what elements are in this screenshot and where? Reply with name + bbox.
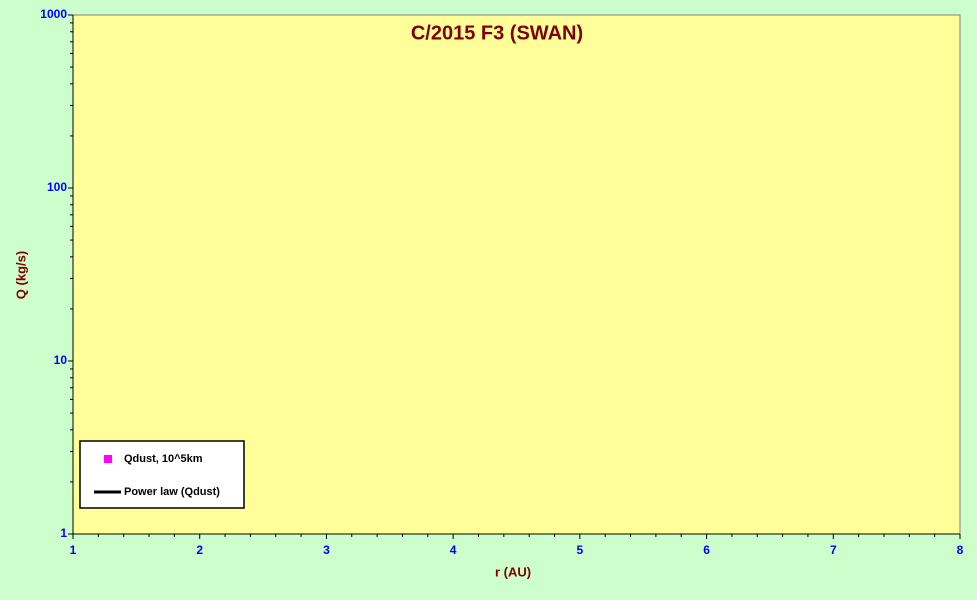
x-tick-label: 5	[577, 543, 584, 557]
chart-title: C/2015 F3 (SWAN)	[411, 22, 583, 44]
y-tick-label: 1	[60, 526, 67, 540]
legend-label: Qdust, 10^5km	[124, 453, 203, 465]
x-tick-label: 7	[830, 543, 837, 557]
y-axis-label: Q (kg/s)	[13, 251, 28, 299]
x-tick-label: 4	[450, 543, 457, 557]
legend-label: Power law (Qdust)	[124, 486, 220, 498]
y-tick-label: 100	[47, 180, 67, 194]
x-tick-label: 2	[196, 543, 203, 557]
legend: Qdust, 10^5km Power law (Qdust)	[79, 440, 245, 509]
y-tick-label: 10	[54, 353, 68, 367]
x-tick-label: 6	[703, 543, 710, 557]
legend-box	[79, 440, 245, 509]
y-tick-label: 1000	[40, 7, 67, 21]
x-tick-label: 8	[957, 543, 964, 557]
x-axis-label: r (AU)	[495, 564, 531, 579]
x-tick-label: 1	[70, 543, 77, 557]
x-tick-label: 3	[323, 543, 330, 557]
legend-marker	[104, 455, 112, 463]
